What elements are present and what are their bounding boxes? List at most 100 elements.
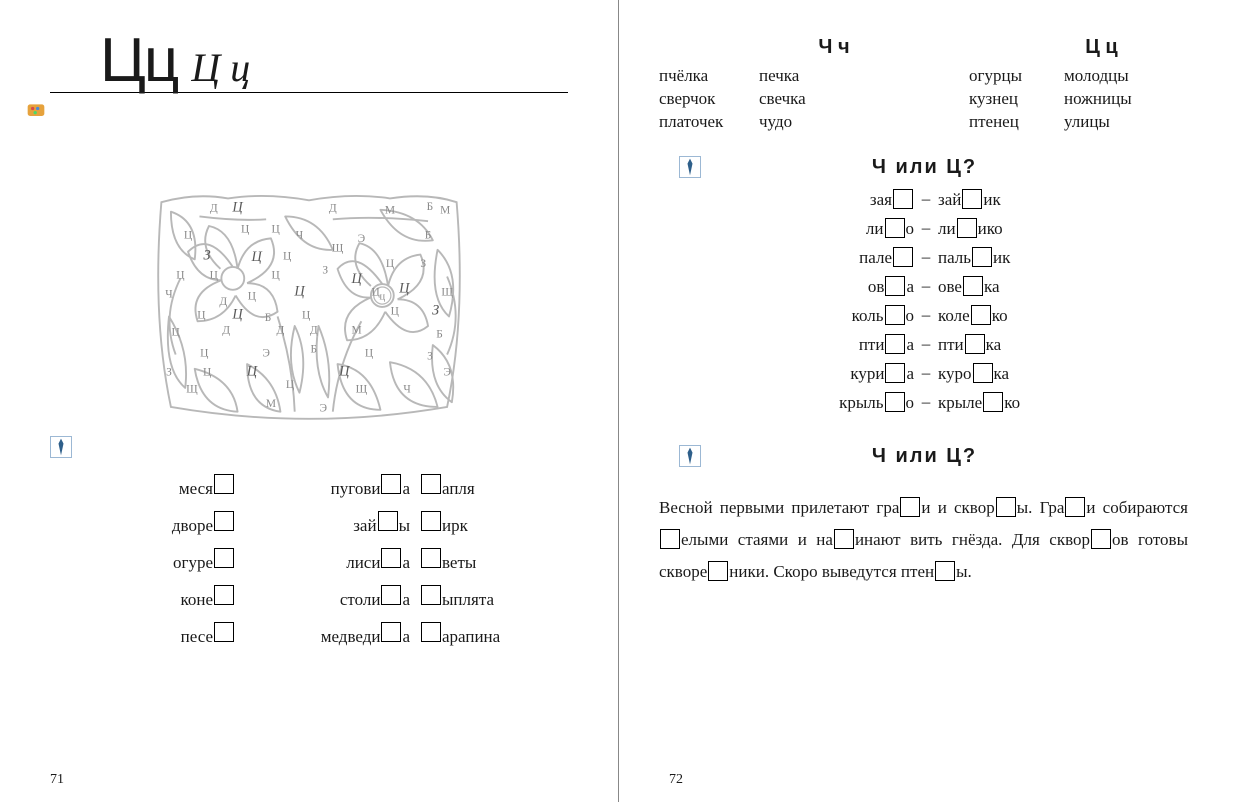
- svg-text:З: З: [420, 258, 426, 270]
- svg-text:Д: Д: [329, 203, 337, 215]
- fill-word: ыплята: [420, 585, 570, 610]
- page-number: 72: [669, 772, 683, 788]
- word: свечка: [759, 88, 969, 111]
- svg-text:ц: ц: [380, 291, 386, 302]
- word-columns: пчёлкасверчокплаточекпечкасвечкачудоогур…: [659, 65, 1188, 134]
- fill-word: апля: [420, 474, 570, 499]
- letter-box[interactable]: [660, 529, 680, 549]
- letter-box[interactable]: [971, 305, 991, 325]
- letter-box[interactable]: [885, 334, 905, 354]
- pair-left: лио: [719, 218, 914, 239]
- fill-word: зайы: [245, 511, 410, 536]
- svg-text:Ц: Ц: [350, 271, 362, 287]
- fill-word-grid: месяпуговиааплядворезайыиркогурелисиавет…: [90, 474, 568, 647]
- letter-box[interactable]: [214, 474, 234, 494]
- svg-text:Ч: Ч: [296, 229, 304, 241]
- letter-box[interactable]: [885, 363, 905, 383]
- svg-text:Ч: Ч: [165, 288, 173, 300]
- letter-box[interactable]: [885, 218, 905, 238]
- letter-box[interactable]: [214, 585, 234, 605]
- letter-box[interactable]: [1065, 497, 1085, 517]
- svg-text:Э: Э: [443, 367, 451, 379]
- svg-text:Д: Д: [277, 325, 285, 337]
- letter-box[interactable]: [935, 561, 955, 581]
- svg-text:Д: Д: [219, 296, 227, 308]
- letter-box[interactable]: [214, 622, 234, 642]
- fill-word: дворе: [90, 511, 235, 536]
- letter-box[interactable]: [421, 622, 441, 642]
- svg-text:Ц: Ц: [250, 249, 262, 265]
- letter-box[interactable]: [1091, 529, 1111, 549]
- fill-word: столиа: [245, 585, 410, 610]
- page-spread: Цц Ц ц: [0, 0, 1238, 802]
- fill-word: ирк: [420, 511, 570, 536]
- letter-box[interactable]: [963, 276, 983, 296]
- letter-heading: Цц Ц ц: [50, 30, 568, 93]
- svg-text:Ц: Ц: [302, 309, 310, 321]
- word: печка: [759, 65, 969, 88]
- svg-text:Ц: Ц: [246, 364, 258, 380]
- page-71: Цц Ц ц: [0, 0, 619, 802]
- dash: –: [914, 247, 938, 268]
- word: птенец: [969, 111, 1064, 134]
- svg-text:Щ: Щ: [186, 384, 198, 396]
- svg-text:Ц: Ц: [272, 269, 280, 281]
- letter-box[interactable]: [381, 548, 401, 568]
- svg-text:З: З: [432, 303, 439, 319]
- fill-word: медведиа: [245, 622, 410, 647]
- pen-icon: [679, 445, 701, 467]
- svg-text:Ц: Ц: [210, 269, 218, 281]
- paragraph-header-row: Ч или Ц?: [659, 439, 1188, 478]
- svg-text:З: З: [427, 350, 433, 362]
- letter-box[interactable]: [421, 474, 441, 494]
- fill-word: веты: [420, 548, 570, 573]
- word: платочек: [659, 111, 759, 134]
- letter-box[interactable]: [983, 392, 1003, 412]
- coloring-picture: ц ДЦДМБМЦЦЦЧЭБЗЦЦЩЦЗЦЦЦЗЦЦЧДЦЦЦЩЦЦБЦЦЗЦД…: [64, 126, 554, 426]
- dash: –: [914, 276, 938, 297]
- fill-word: арапина: [420, 622, 570, 647]
- svg-text:Ц: Ц: [398, 281, 410, 297]
- fill-word: лисиа: [245, 548, 410, 573]
- svg-text:Ц: Ц: [386, 258, 394, 270]
- svg-text:Щ: Щ: [356, 384, 368, 396]
- svg-text:Ц: Ц: [372, 287, 380, 299]
- word: кузнец: [969, 88, 1064, 111]
- svg-text:Э: Э: [320, 403, 328, 415]
- letter-box[interactable]: [957, 218, 977, 238]
- svg-text:З: З: [204, 247, 211, 263]
- letter-box[interactable]: [973, 363, 993, 383]
- letter-box[interactable]: [885, 276, 905, 296]
- letter-box[interactable]: [214, 548, 234, 568]
- letter-box[interactable]: [893, 247, 913, 267]
- letter-box[interactable]: [708, 561, 728, 581]
- letter-box[interactable]: [421, 511, 441, 531]
- word: пчёлка: [659, 65, 759, 88]
- letter-box[interactable]: [962, 189, 982, 209]
- letter-box[interactable]: [885, 305, 905, 325]
- letter-box[interactable]: [381, 585, 401, 605]
- svg-text:Ц: Ц: [365, 347, 373, 359]
- svg-text:М: М: [266, 398, 276, 410]
- letter-box[interactable]: [214, 511, 234, 531]
- letter-box[interactable]: [965, 334, 985, 354]
- letter-box[interactable]: [996, 497, 1016, 517]
- letter-box[interactable]: [900, 497, 920, 517]
- letter-box[interactable]: [421, 585, 441, 605]
- letter-box[interactable]: [972, 247, 992, 267]
- letter-box[interactable]: [378, 511, 398, 531]
- letter-box[interactable]: [381, 622, 401, 642]
- pair-right: птика: [938, 334, 1138, 355]
- letter-box[interactable]: [421, 548, 441, 568]
- pair-right: крылеко: [938, 392, 1138, 413]
- dash: –: [914, 189, 938, 210]
- fill-paragraph: Весной первыми прилетают граи и скворы. …: [659, 492, 1188, 589]
- letter-box[interactable]: [381, 474, 401, 494]
- letter-box[interactable]: [893, 189, 913, 209]
- fill-word: пуговиа: [245, 474, 410, 499]
- letter-box[interactable]: [834, 529, 854, 549]
- letter-box[interactable]: [885, 392, 905, 412]
- print-letter: Цц: [100, 30, 177, 92]
- dash: –: [914, 363, 938, 384]
- word-column: молодцыножницыулицы: [1064, 65, 1164, 134]
